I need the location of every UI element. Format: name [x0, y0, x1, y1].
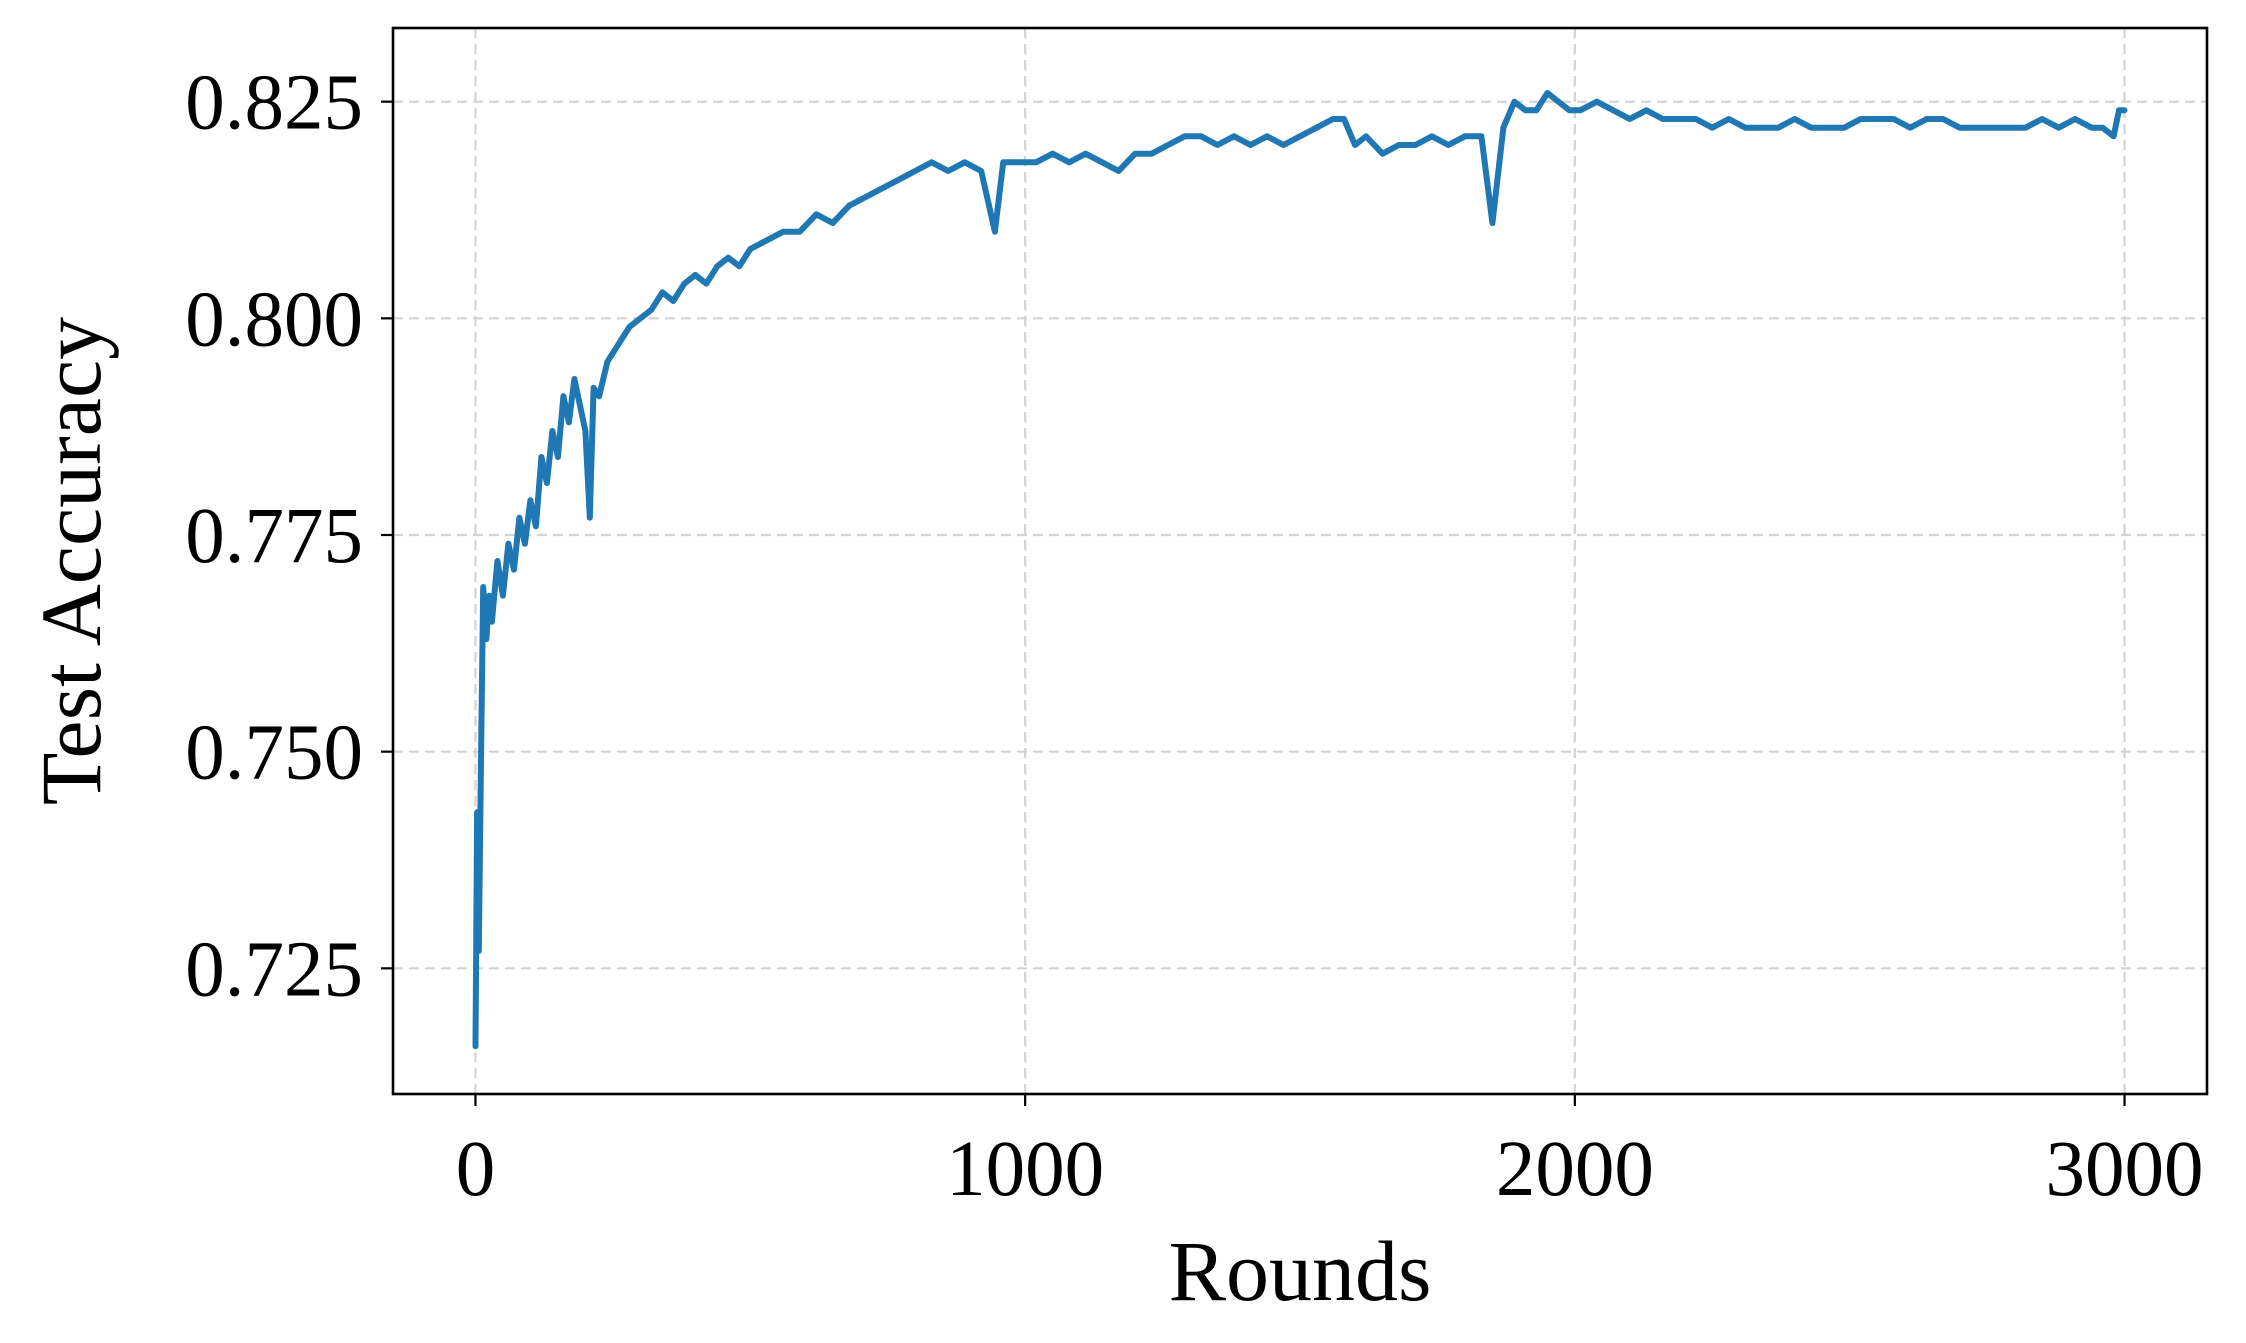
x-tick-label: 3000 [2046, 1126, 2204, 1213]
series-line [472, 90, 2128, 1050]
axis-ticks: 0 1000 2000 3000 0.725 0.750 0.775 0.800 0.825 [185, 60, 2203, 1213]
y-tick-label: 0.750 [185, 710, 363, 797]
y-tick-label: 0.825 [185, 60, 363, 147]
plot-frame [391, 26, 2209, 1096]
series-layer [472, 90, 2128, 1050]
y-axis-label: Test Accuracy [23, 317, 119, 805]
y-tick-label: 0.725 [185, 926, 363, 1013]
x-tick-label: 0 [456, 1126, 496, 1213]
y-tick-label: 0.800 [185, 276, 363, 363]
y-tick-label: 0.775 [185, 493, 363, 580]
grid-lines [393, 28, 2207, 1094]
x-axis-label: Rounds [1169, 1223, 1432, 1319]
x-tick-label: 1000 [946, 1126, 1104, 1213]
x-tick-label: 2000 [1496, 1126, 1654, 1213]
